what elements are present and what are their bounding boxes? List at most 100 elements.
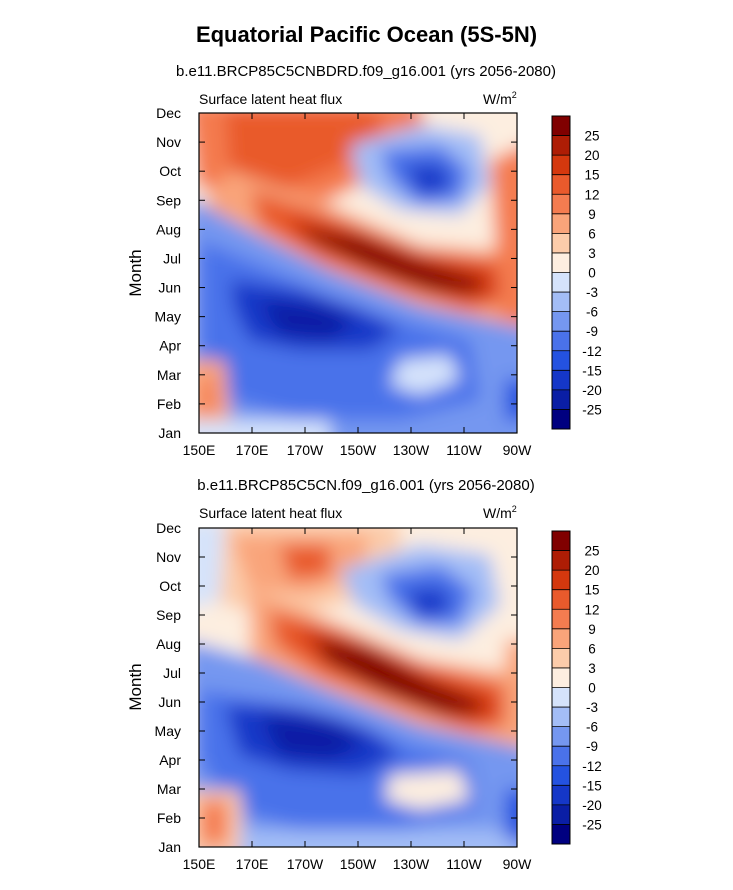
colorbar-2-swatch xyxy=(552,667,570,688)
panel-1-y-tick-label: May xyxy=(155,309,181,325)
colorbar-2-label: 0 xyxy=(588,681,596,696)
panel-1-x-tick-label: 130W xyxy=(393,442,430,458)
panel-1-subtitle: b.e11.BRCP85C5CNBDRD.f09_g16.001 (yrs 20… xyxy=(176,63,556,80)
colorbar-1-label: 6 xyxy=(588,226,596,241)
panel-1-y-tick-label: Jul xyxy=(163,250,181,266)
colorbar-2-swatch xyxy=(552,687,570,708)
colorbar-1-label: -25 xyxy=(582,402,602,417)
colorbar-2-swatch xyxy=(552,628,570,649)
colorbar-2-label: 3 xyxy=(588,661,596,676)
panel-2-x-tick-label: 110W xyxy=(446,856,482,872)
colorbar-1-swatch xyxy=(552,331,570,352)
colorbar-2-swatch xyxy=(552,726,570,747)
panel-1-y-axis-label: Month xyxy=(126,249,145,296)
colorbar-2-swatch xyxy=(552,707,570,727)
colorbar-1-swatch xyxy=(552,389,570,410)
colorbar-2-label: 25 xyxy=(584,544,599,559)
panel-2-y-tick-label: Aug xyxy=(156,636,181,652)
panel-1-axes: 150E 170E 170W 150W 130W 110W 90W Jan Feb Mar Apr M… xyxy=(155,105,533,458)
panel-1-y-tick-label: Apr xyxy=(159,338,181,354)
panel-1-y-tick-label: Mar xyxy=(157,367,181,383)
colorbar-2-swatch xyxy=(552,804,570,825)
colorbar-1-label: 25 xyxy=(584,129,599,144)
panel-2-y-tick-label: Jun xyxy=(158,694,181,710)
colorbar-2-label: -25 xyxy=(582,817,602,832)
colorbar-1-swatch xyxy=(552,350,570,371)
colorbar-2-swatch xyxy=(552,531,570,551)
colorbar-2-label: 20 xyxy=(584,563,599,578)
panel-2-y-tick-label: May xyxy=(155,723,181,739)
colorbar-2-swatch xyxy=(552,550,570,571)
panel-1-x-tick-label: 150E xyxy=(183,442,216,458)
panel-2-y-tick-label: Sep xyxy=(156,607,181,623)
colorbar-1-swatch xyxy=(552,174,570,195)
colorbar-1-label: 20 xyxy=(584,148,599,163)
colorbar-1-swatch xyxy=(552,409,570,430)
panel-2-x-tick-label: 150W xyxy=(340,856,377,872)
colorbar-1-label: 0 xyxy=(588,266,596,281)
colorbar-1-label: -3 xyxy=(586,285,598,300)
colorbar-1-label: -9 xyxy=(586,324,598,339)
panel-2-y-tick-label: Nov xyxy=(156,549,181,565)
colorbar-1-swatch xyxy=(552,272,570,293)
colorbar-1-swatch xyxy=(552,252,570,273)
colorbar-2-label: -3 xyxy=(586,700,598,715)
colorbar-2-label: 9 xyxy=(588,622,596,637)
colorbar-1-swatch xyxy=(552,311,570,332)
panel-1-x-tick-label: 170E xyxy=(236,442,269,458)
panel-1-y-tick-label: Sep xyxy=(156,192,181,208)
panel-2-y-tick-label: Apr xyxy=(159,752,181,768)
colorbar-1-label: -15 xyxy=(582,363,602,378)
panel-1-x-tick-label: 150W xyxy=(340,442,377,458)
colorbar-1-label: 3 xyxy=(588,246,596,261)
colorbar-2-label: -6 xyxy=(586,720,598,735)
colorbar-1-swatch xyxy=(552,233,570,254)
panel-1-variable-label: Surface latent heat flux xyxy=(199,91,342,107)
panel-1-y-tick-label: Jun xyxy=(158,280,181,296)
panel-2-axes: 150E 170E 170W 150W 130W 110W 90W Jan Feb Mar Apr M… xyxy=(155,520,533,872)
panel-2-y-tick-label: Oct xyxy=(159,578,181,594)
colorbar-2-swatch xyxy=(552,785,570,806)
colorbar-2-label: -9 xyxy=(586,739,598,754)
colorbar-1-label: -20 xyxy=(582,383,602,398)
panel-1-units-label: W/m2 xyxy=(483,90,517,107)
colorbar-1-label: -12 xyxy=(582,344,602,359)
panel-2-heatmap-field xyxy=(199,528,517,847)
colorbar-1-label: 9 xyxy=(588,207,596,222)
chart-panel-1: b.e11.BRCP85C5CNBDRD.f09_g16.001 (yrs 20… xyxy=(126,63,556,458)
colorbar-1-label: -6 xyxy=(586,305,598,320)
colorbar-1-swatch xyxy=(552,292,570,312)
panel-2-units-label: W/m2 xyxy=(483,504,517,521)
page-title: Equatorial Pacific Ocean (5S-5N) xyxy=(195,22,538,47)
panel-2-y-tick-label: Mar xyxy=(157,781,181,797)
colorbar-2-label: 6 xyxy=(588,641,596,656)
panel-1-y-tick-label: Oct xyxy=(159,163,181,179)
colorbar-2-swatch xyxy=(552,824,570,845)
panel-1-x-tick-label: 110W xyxy=(446,442,482,458)
panel-2-x-tick-label: 170E xyxy=(236,856,269,872)
panel-2-variable-label: Surface latent heat flux xyxy=(199,505,342,521)
colorbar-1-label: 15 xyxy=(584,168,599,183)
colorbar-1-swatch xyxy=(552,135,570,156)
chart-panel-2: b.e11.BRCP85C5CN.f09_g16.001 (yrs 2056-2… xyxy=(126,477,535,872)
panel-2-y-tick-label: Dec xyxy=(156,520,181,536)
colorbar-2-label: -15 xyxy=(582,778,602,793)
panel-1-y-tick-label: Feb xyxy=(157,396,181,412)
panel-1-heatmap-field xyxy=(199,113,517,433)
panel-2-y-tick-label: Jul xyxy=(163,665,181,681)
panel-1-y-tick-label: Dec xyxy=(156,105,181,121)
panel-2-x-tick-label: 150E xyxy=(183,856,216,872)
colorbar-1-swatch xyxy=(552,370,570,391)
colorbar-2-swatch xyxy=(552,609,570,630)
panel-2-y-tick-label: Feb xyxy=(157,810,181,826)
colorbar-2-swatch xyxy=(552,570,570,590)
panel-2-x-tick-label: 90W xyxy=(503,856,533,872)
colorbar-2-swatch xyxy=(552,589,570,610)
colorbar-2-label: -20 xyxy=(582,798,602,813)
colorbar-1-swatch xyxy=(552,213,570,234)
colorbar-1-label: 12 xyxy=(584,187,599,202)
panel-1-x-tick-label: 170W xyxy=(287,442,324,458)
colorbar-2-label: 15 xyxy=(584,583,599,598)
colorbar-2-swatch xyxy=(552,648,570,669)
